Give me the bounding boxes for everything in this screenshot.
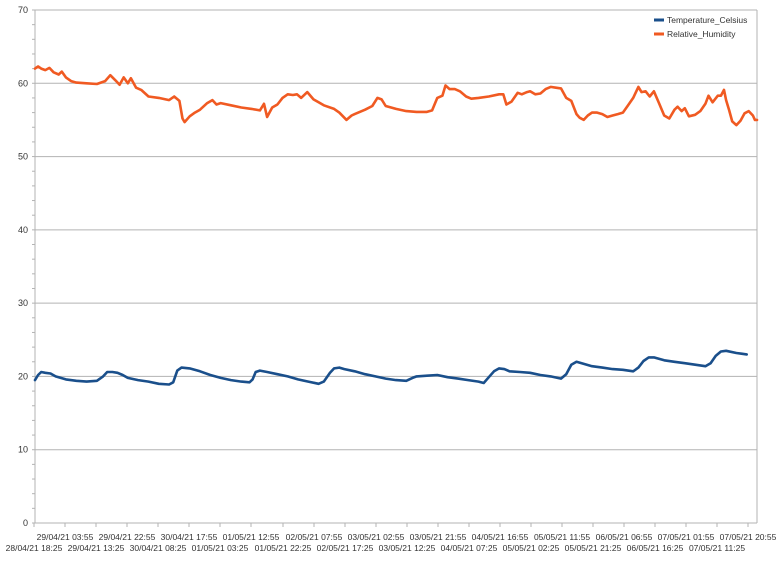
- x-tick-label: 06/05/21 16:25: [627, 543, 684, 553]
- x-tick-label: 05/05/21 02:25: [503, 543, 560, 553]
- x-tick-label: 06/05/21 06:55: [596, 532, 653, 542]
- axes: [32, 9, 758, 527]
- x-tick-label: 01/05/21 03:25: [192, 543, 249, 553]
- y-tick-label: 40: [18, 225, 28, 235]
- y-tick-label: 60: [18, 78, 28, 88]
- x-tick-label: 29/04/21 03:55: [37, 532, 94, 542]
- x-tick-label: 07/05/21 11:25: [689, 543, 745, 553]
- y-tick-label: 0: [23, 518, 28, 528]
- grid-lines: [35, 9, 757, 524]
- x-tick-label: 30/04/21 08:25: [130, 543, 187, 553]
- y-tick-label: 30: [18, 298, 28, 308]
- x-tick-label: 05/05/21 21:25: [565, 543, 622, 553]
- x-tick-label: 04/05/21 07:25: [441, 543, 498, 553]
- x-tick-label: 28/04/21 18:25: [6, 543, 63, 553]
- x-tick-label: 04/05/21 16:55: [472, 532, 529, 542]
- x-axis-ticks: 29/04/21 03:55 29/04/21 22:55 30/04/21 17:…: [6, 532, 777, 553]
- x-tick-label: 03/05/21 02:55: [348, 532, 405, 542]
- x-tick-label: 07/05/21 20:55: [720, 532, 777, 542]
- x-tick-label: 29/04/21 13:25: [68, 543, 125, 553]
- series-line-temperature-celsius: [33, 349, 748, 386]
- legend: Temperature_Celsius Relative_Humidity: [654, 15, 747, 39]
- y-tick-label: 10: [18, 445, 28, 455]
- x-tick-label: 02/05/21 07:55: [286, 532, 343, 542]
- x-tick-label: 01/05/21 12:55: [223, 532, 280, 542]
- series-line-relative-humidity: [33, 65, 759, 127]
- x-tick-label: 03/05/21 12:25: [379, 543, 436, 553]
- x-tick-label: 30/04/21 17:55: [161, 532, 218, 542]
- y-tick-label: 70: [18, 5, 28, 15]
- y-tick-label: 50: [18, 152, 28, 162]
- legend-label: Temperature_Celsius: [667, 15, 747, 25]
- x-tick-label: 29/04/21 22:55: [99, 532, 156, 542]
- y-axis-ticks: 0 10 20 30 40 50 60 70: [18, 5, 28, 528]
- x-tick-label: 05/05/21 11:55: [534, 532, 590, 542]
- x-tick-label: 07/05/21 01:55: [658, 532, 715, 542]
- series-lines: [33, 65, 759, 386]
- legend-label: Relative_Humidity: [667, 29, 736, 39]
- x-tick-label: 03/05/21 21:55: [410, 532, 467, 542]
- x-tick-label: 02/05/21 17:25: [317, 543, 374, 553]
- y-tick-label: 20: [18, 371, 28, 381]
- x-tick-label: 01/05/21 22:25: [255, 543, 312, 553]
